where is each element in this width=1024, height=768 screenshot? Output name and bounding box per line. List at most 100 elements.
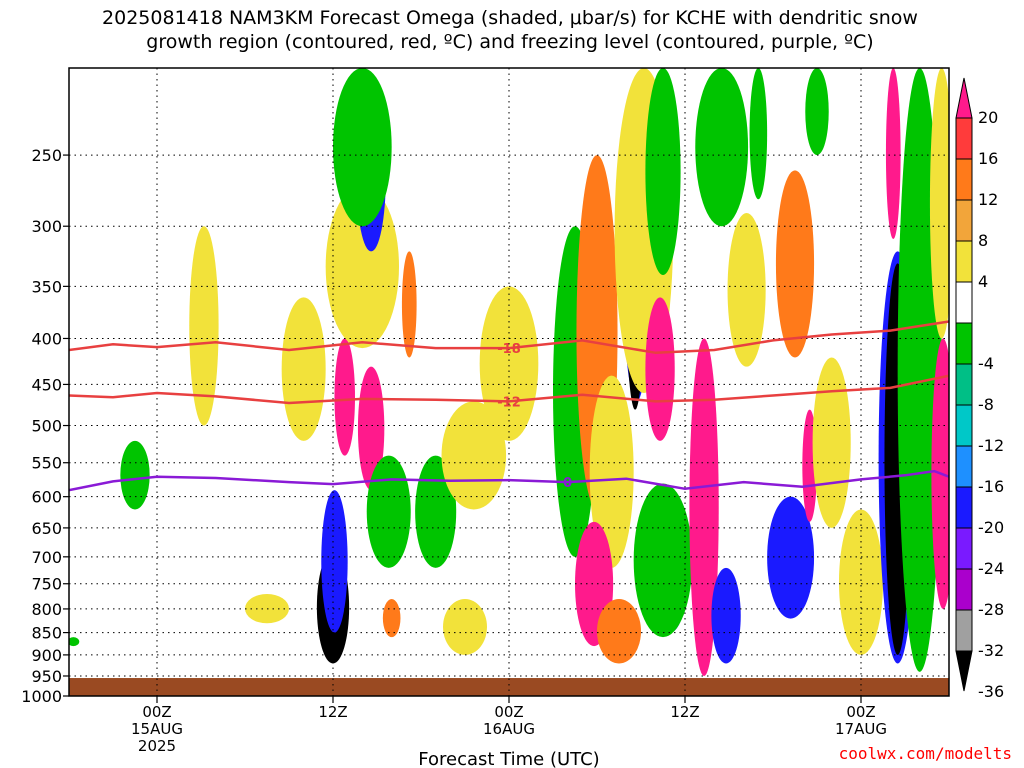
omega-cell	[382, 599, 401, 638]
gridlines	[69, 68, 949, 696]
contour-line	[69, 374, 949, 405]
colorbar-label: 16	[978, 149, 998, 168]
colorbar-segment	[955, 445, 973, 488]
omega-cell	[633, 483, 693, 638]
ground-layer	[69, 678, 949, 696]
omega-cell	[749, 68, 768, 200]
x-tick-label: 00Z	[494, 703, 523, 721]
x-tick-label: 00Z	[142, 703, 171, 721]
omega-cell	[839, 509, 883, 655]
omega-cell	[597, 599, 641, 664]
x-tick-label: 15AUG	[131, 720, 183, 738]
y-tick-label: 250	[31, 146, 62, 165]
omega-cell	[334, 338, 355, 456]
colorbar-label: 20	[978, 108, 998, 127]
omega-cell	[885, 68, 901, 240]
omega-cell	[645, 297, 675, 441]
y-tick-label: 750	[31, 575, 62, 594]
y-tick-label: 700	[31, 548, 62, 567]
y-axis: 250 300 350 400 450 500 550 600 650 700 750 800 850 9…	[21, 146, 69, 706]
colorbar: 20 16 12 8 4 -4 -8 -12 -16 -20 -24 -28 -32 -36	[955, 77, 1004, 701]
colorbar-segment	[955, 363, 973, 406]
colorbar-segment	[955, 609, 973, 652]
watermark: coolwx.com/modelts	[839, 744, 1012, 763]
colorbar-label: -28	[978, 600, 1004, 619]
colorbar-label: -24	[978, 559, 1004, 578]
colorbar-segment	[955, 158, 973, 201]
omega-cell	[929, 68, 949, 339]
omega-shading	[69, 68, 949, 676]
omega-cell	[645, 68, 681, 276]
colorbar-label: -36	[978, 682, 1004, 701]
omega-cell	[775, 170, 815, 358]
x-tick-label: 00Z	[846, 703, 875, 721]
colorbar-segment	[955, 240, 973, 283]
omega-cell	[401, 251, 417, 358]
omega-cell	[805, 68, 829, 156]
omega-cell	[357, 366, 385, 491]
y-tick-label: 400	[31, 329, 62, 348]
omega-cell	[120, 440, 150, 510]
contour-label: 0	[563, 476, 572, 491]
colorbar-label: -8	[978, 395, 994, 414]
y-tick-label: 800	[31, 600, 62, 619]
colorbar-segment	[955, 486, 973, 529]
omega-cell	[415, 455, 457, 568]
x-axis-title: Forecast Time (UTC)	[418, 749, 599, 768]
y-tick-label: 500	[31, 417, 62, 436]
y-tick-label: 1000	[21, 687, 62, 706]
colorbar-label: 8	[978, 231, 988, 250]
omega-cell	[479, 286, 539, 441]
x-tick-label: 2025	[138, 737, 176, 755]
colorbar-segment	[955, 322, 973, 365]
omega-cell	[711, 567, 741, 664]
omega-cell	[333, 68, 392, 227]
colorbar-label: 12	[978, 190, 998, 209]
y-tick-label: 850	[31, 624, 62, 643]
chart-title-line2: growth region (contoured, red, ºC) and f…	[146, 31, 873, 53]
colorbar-segment	[955, 568, 973, 611]
omega-cell	[69, 637, 80, 647]
omega-cell	[281, 297, 326, 441]
y-tick-label: 650	[31, 519, 62, 538]
ground-fill	[69, 678, 949, 696]
colorbar-segment	[955, 281, 973, 324]
y-tick-label: 900	[31, 646, 62, 665]
y-tick-label: 350	[31, 277, 62, 296]
y-tick-label: 300	[31, 217, 62, 236]
omega-cell	[812, 357, 851, 528]
x-tick-label: 12Z	[670, 703, 699, 721]
y-tick-label: 600	[31, 488, 62, 507]
y-tick-label: 550	[31, 454, 62, 473]
omega-cell	[189, 226, 219, 426]
x-tick-label: 17AUG	[835, 720, 887, 738]
x-tick-label: 16AUG	[483, 720, 535, 738]
colorbar-segment	[955, 199, 973, 242]
omega-cell	[321, 490, 348, 633]
x-tick-label: 12Z	[318, 703, 347, 721]
colorbar-label: -20	[978, 518, 1004, 537]
colorbar-segment	[955, 404, 973, 447]
contour-line	[69, 469, 949, 492]
omega-cell	[695, 68, 749, 227]
omega-cell	[443, 599, 487, 655]
colorbar-segment	[955, 527, 973, 570]
chart-title-line1: 2025081418 NAM3KM Forecast Omega (shaded…	[102, 7, 918, 29]
colorbar-label: 4	[978, 272, 988, 291]
omega-cell	[767, 496, 815, 619]
contour-label: -18	[497, 342, 521, 357]
omega-cell	[689, 338, 719, 676]
colorbar-segment	[955, 117, 973, 160]
colorbar-label: -16	[978, 477, 1004, 496]
omega-cell	[727, 212, 766, 367]
contour-label: -12	[497, 395, 521, 410]
omega-cell	[441, 401, 507, 510]
y-tick-label: 450	[31, 375, 62, 394]
colorbar-label: -4	[978, 354, 994, 373]
colorbar-top-arrow	[955, 77, 973, 119]
colorbar-bottom-arrow	[955, 650, 973, 692]
colorbar-label: -32	[978, 641, 1004, 660]
contour-line	[69, 320, 949, 355]
y-tick-label: 950	[31, 667, 62, 686]
